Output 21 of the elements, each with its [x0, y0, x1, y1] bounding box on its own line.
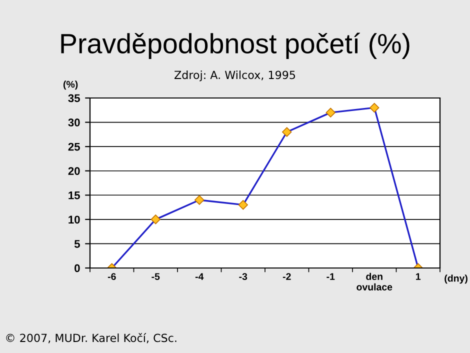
- x-tick-label: -3: [239, 273, 248, 280]
- x-tick-label: -6: [108, 273, 116, 280]
- y-axis-title: (%): [63, 80, 78, 90]
- y-tick-label: 10: [68, 216, 80, 224]
- y-tick-label: 35: [68, 94, 80, 102]
- x-tick-label: -5: [152, 273, 160, 280]
- chart-title: Pravděpodobnost početí (%): [61, 32, 410, 59]
- y-tick-label: 20: [68, 167, 80, 175]
- text: © 2007, MUDr. Karel Kočí, CSc.: [6, 333, 176, 344]
- x-tick-label: -4: [195, 273, 204, 280]
- y-tick-label: 15: [68, 192, 80, 200]
- x-tick-label: -2: [282, 273, 291, 280]
- y-tick-label: 0: [74, 264, 80, 272]
- chart-subtitle: Zdroj: A. Wilcox, 1995: [174, 70, 296, 82]
- x-tick-label: den ovulace: [356, 272, 392, 290]
- y-tick-label: 25: [68, 142, 80, 151]
- y-tick-label: 5: [74, 240, 80, 248]
- x-tick-label: 1: [416, 273, 421, 280]
- x-axis-title: (dny): [444, 274, 468, 284]
- x-tick-label: -1: [326, 273, 335, 280]
- y-tick-label: 30: [68, 118, 80, 126]
